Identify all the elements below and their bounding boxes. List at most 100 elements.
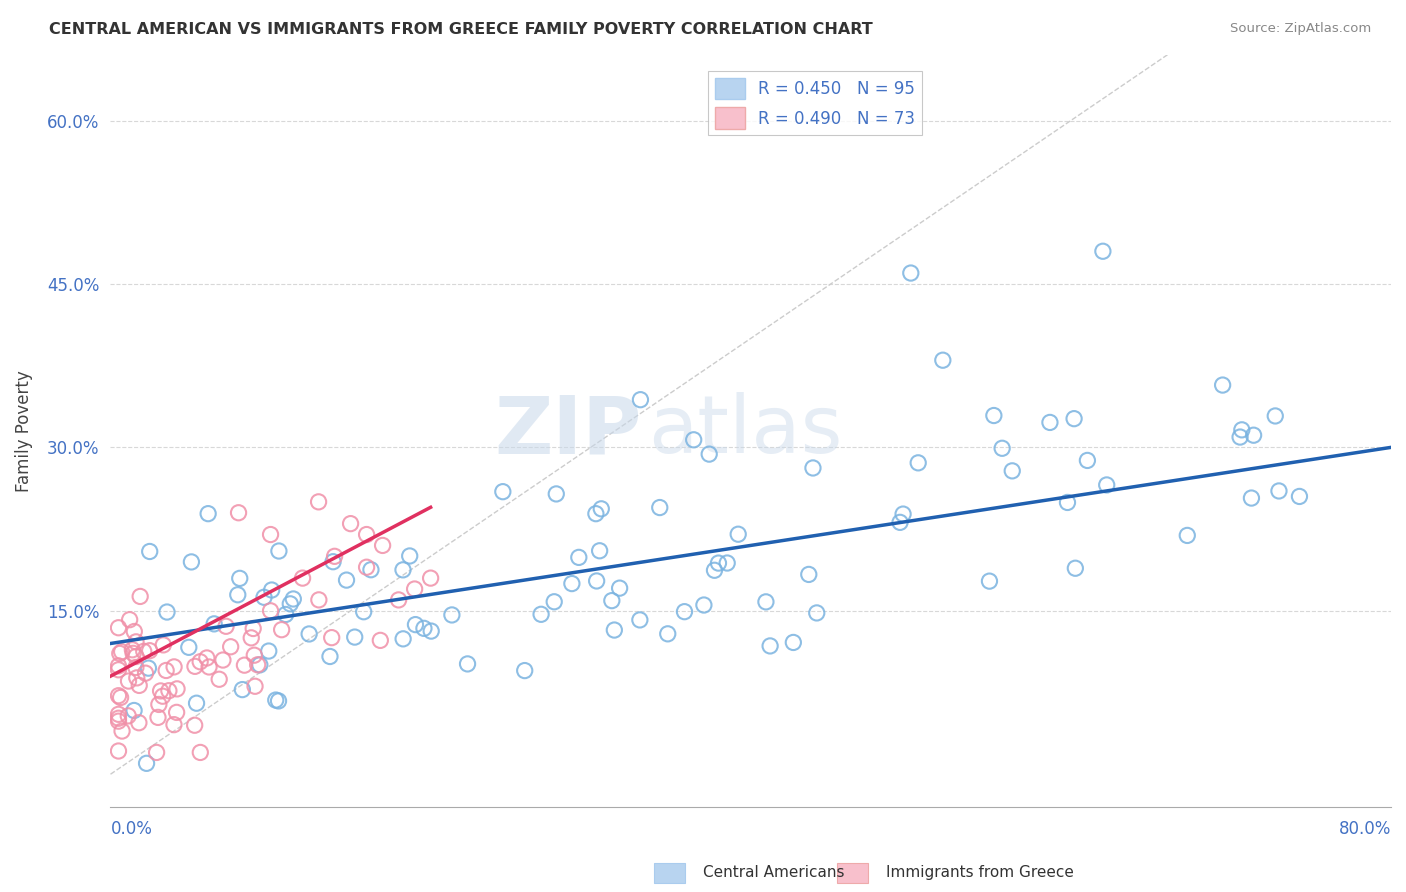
Point (107, 711, 129, 725)
Point (308, 495, 330, 509)
Point (323, 549, 346, 564)
Point (1175, 528, 1198, 542)
Point (240, 631, 263, 645)
Point (657, 627, 679, 641)
Point (138, 661, 160, 675)
Point (107, 659, 129, 673)
Point (184, 659, 207, 673)
Point (648, 500, 671, 515)
Point (107, 663, 129, 677)
Point (404, 617, 426, 632)
Point (107, 714, 129, 728)
Point (148, 698, 170, 712)
Point (117, 674, 139, 689)
Point (124, 624, 146, 639)
Text: atlas: atlas (648, 392, 842, 470)
Point (163, 660, 186, 674)
Point (360, 563, 382, 577)
Point (233, 658, 256, 673)
Point (156, 605, 179, 619)
Point (600, 593, 623, 607)
Point (198, 660, 221, 674)
Point (530, 607, 553, 622)
Point (259, 527, 281, 541)
Point (146, 710, 169, 724)
Point (118, 613, 141, 627)
Text: CENTRAL AMERICAN VS IMMIGRANTS FROM GREECE FAMILY POVERTY CORRELATION CHART: CENTRAL AMERICAN VS IMMIGRANTS FROM GREE… (49, 22, 873, 37)
Point (1063, 411, 1085, 425)
Point (983, 409, 1005, 423)
Point (138, 544, 160, 558)
Point (249, 657, 271, 672)
Point (759, 639, 782, 653)
Point (1039, 416, 1062, 430)
Point (108, 647, 131, 661)
Point (183, 718, 205, 732)
Point (398, 549, 420, 563)
Point (727, 527, 749, 541)
Point (107, 621, 129, 635)
Text: Central Americans: Central Americans (703, 865, 845, 880)
Point (932, 353, 955, 368)
Point (1056, 495, 1078, 509)
Point (1076, 453, 1098, 467)
Point (591, 501, 613, 516)
Point (177, 640, 200, 655)
Y-axis label: Family Poverty: Family Poverty (15, 370, 32, 491)
Point (979, 574, 1001, 589)
Point (585, 507, 607, 521)
Point (413, 621, 436, 635)
Point (149, 684, 172, 698)
Point (1001, 464, 1024, 478)
Point (630, 392, 652, 407)
Point (229, 571, 252, 585)
Point (228, 506, 250, 520)
Point (270, 623, 292, 637)
Point (298, 627, 321, 641)
Point (335, 573, 357, 587)
Point (243, 648, 266, 663)
Point (219, 640, 242, 654)
Point (257, 644, 280, 658)
Point (128, 715, 150, 730)
Point (152, 689, 174, 703)
Point (603, 623, 626, 637)
Point (125, 649, 148, 664)
Point (440, 607, 463, 622)
Point (546, 487, 568, 501)
Point (673, 605, 696, 619)
Point (1212, 378, 1234, 392)
Text: ZIP: ZIP (495, 392, 643, 470)
Legend: R = 0.450   N = 95, R = 0.490   N = 73: R = 0.450 N = 95, R = 0.490 N = 73 (709, 71, 921, 136)
Point (797, 567, 820, 582)
Point (609, 581, 631, 595)
Point (588, 543, 610, 558)
Point (1264, 409, 1286, 423)
Point (388, 593, 411, 607)
Point (260, 582, 283, 597)
Point (1288, 490, 1310, 504)
Point (195, 651, 218, 665)
Point (1243, 428, 1265, 442)
Point (186, 696, 208, 710)
Point (353, 605, 375, 619)
Point (568, 550, 591, 565)
Point (107, 689, 129, 703)
Point (1064, 561, 1087, 575)
Point (259, 604, 281, 618)
Point (707, 556, 730, 570)
Point (215, 619, 238, 633)
Point (264, 693, 287, 707)
Point (703, 563, 725, 577)
Point (180, 555, 202, 569)
Point (697, 447, 720, 461)
Point (806, 606, 828, 620)
Point (1095, 478, 1118, 492)
Point (267, 694, 290, 708)
Point (339, 516, 361, 531)
Point (188, 746, 211, 760)
Point (117, 709, 139, 723)
Point (392, 632, 415, 646)
Point (202, 616, 225, 631)
Point (628, 613, 651, 627)
